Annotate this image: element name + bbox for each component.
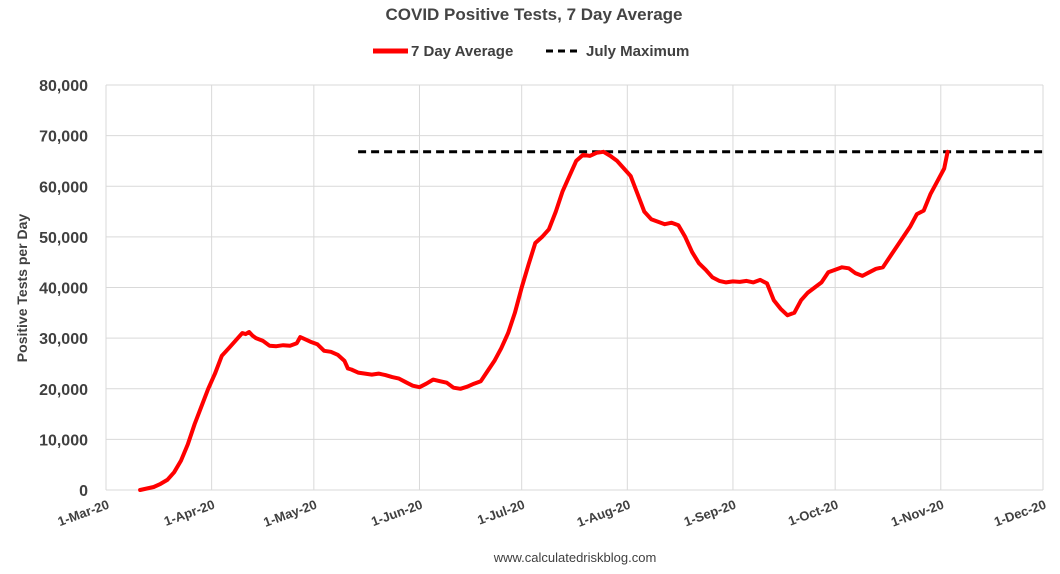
x-tick-label: 1-Jun-20 xyxy=(369,497,424,529)
y-tick-label: 50,000 xyxy=(39,230,88,247)
x-tick-label: 1-Dec-20 xyxy=(992,497,1048,530)
series-group xyxy=(138,149,1043,492)
x-tick-label: 1-Oct-20 xyxy=(786,497,840,529)
x-gridlines xyxy=(105,85,1044,490)
y-tick-label: 0 xyxy=(79,483,88,500)
legend-label-july-maximum: July Maximum xyxy=(586,43,689,60)
series-line-7-day-average xyxy=(138,149,950,492)
y-tick-label: 70,000 xyxy=(39,129,88,146)
chart-title: COVID Positive Tests, 7 Day Average xyxy=(386,5,683,24)
y-tick-label: 10,000 xyxy=(39,432,88,449)
x-tick-label: 1-Apr-20 xyxy=(162,497,217,529)
x-tick-labels: 1-Mar-20 1-Apr-20 1-May-20 1-Jun-20 1-Jul-20… xyxy=(56,497,1048,530)
y-axis-label: Positive Tests per Day xyxy=(14,214,30,363)
x-tick-label: 1-Sep-20 xyxy=(682,497,738,530)
y-tick-label: 80,000 xyxy=(39,78,88,95)
y-tick-label: 40,000 xyxy=(39,281,88,298)
x-tick-label: 1-May-20 xyxy=(261,497,318,530)
source-credit: www.calculatedriskblog.com xyxy=(493,550,657,565)
y-tick-label: 60,000 xyxy=(39,179,88,196)
legend: 7 Day Average July Maximum xyxy=(373,43,689,60)
y-gridlines xyxy=(106,84,1043,491)
y-tick-label: 30,000 xyxy=(39,331,88,348)
legend-label-7-day-average: 7 Day Average xyxy=(411,43,513,60)
x-tick-label: 1-Jul-20 xyxy=(475,497,526,528)
x-tick-label: 1-Nov-20 xyxy=(889,497,946,530)
x-tick-label: 1-Aug-20 xyxy=(575,497,632,530)
x-tick-label: 1-Mar-20 xyxy=(56,497,111,529)
y-tick-labels: 0 10,000 20,000 30,000 40,000 50,000 60,000 70,… xyxy=(39,78,88,500)
y-tick-label: 20,000 xyxy=(39,382,88,399)
